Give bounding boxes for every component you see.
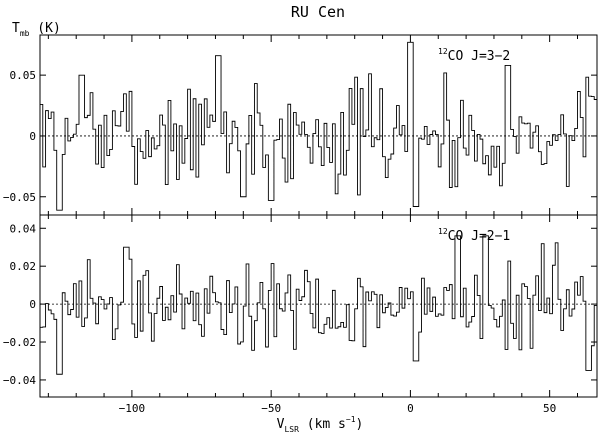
y-tick-label-0-2: −0.05 <box>3 191 36 204</box>
panel-label-co21: 12CO J=2−1 <box>438 227 510 244</box>
x-tick-label-2: 0 <box>407 402 414 415</box>
y-axis-label: Tmb (K) <box>12 21 61 38</box>
y-tick-label-0-1: 0 <box>29 130 36 143</box>
y-tick-label-1-0: 0.04 <box>10 222 37 235</box>
y-tick-label-1-2: 0 <box>29 298 36 311</box>
y-tick-label-1-4: −0.04 <box>3 374 36 387</box>
x-axis-label: VLSR (km s−1) <box>277 415 364 434</box>
plot-layer: 0.05 0 −0.05 0.04 0.02 0 −0.02 −0.04 −100 −50 0 50 <box>3 34 598 415</box>
y-tick-label-1-3: −0.02 <box>3 336 36 349</box>
x-tick-label-3: 50 <box>543 402 556 415</box>
y-tick-label-1-1: 0.02 <box>10 260 37 273</box>
chart-title: RU Cen <box>291 3 345 21</box>
panel-label-co32: 12CO J=3−2 <box>438 47 510 64</box>
spectrum-line-0 <box>40 41 597 211</box>
x-tick-label-1: −50 <box>261 402 281 415</box>
x-tick-label-0: −100 <box>119 402 146 415</box>
spectrum-line-1 <box>40 235 597 375</box>
panel-frame-1 <box>39 214 598 398</box>
y-tick-label-0-0: 0.05 <box>10 69 37 82</box>
